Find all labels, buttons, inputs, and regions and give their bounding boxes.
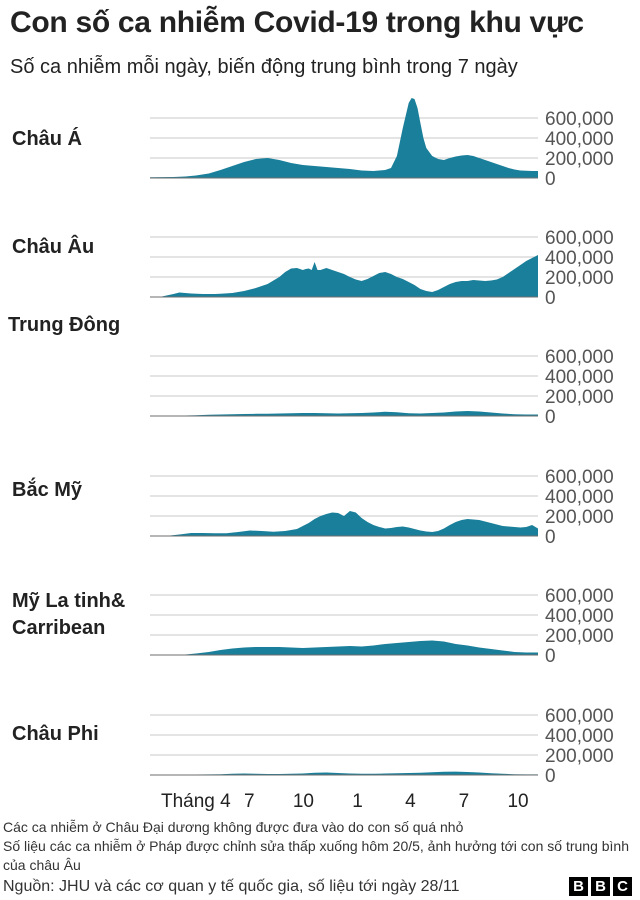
chart-subtitle: Số ca nhiễm mỗi ngày, biến động trung bì… (10, 56, 518, 78)
source-text: Nguồn: JHU và các cơ quan y tế quốc gia,… (3, 878, 460, 895)
y-tick-label: 0 (545, 169, 556, 190)
series-area (150, 511, 538, 536)
y-tick-label: 0 (545, 766, 556, 787)
x-tick-label: Tháng 4 (161, 791, 231, 812)
y-tick-label: 400,000 (545, 129, 614, 150)
y-tick-label: 200,000 (545, 507, 614, 528)
y-tick-label: 600,000 (545, 228, 614, 249)
y-tick-label: 400,000 (545, 606, 614, 627)
series-area (150, 771, 538, 775)
series-area (150, 255, 538, 297)
y-tick-label: 600,000 (545, 586, 614, 607)
x-tick-label: 1 (352, 791, 363, 812)
y-tick-label: 200,000 (545, 746, 614, 767)
y-tick-label: 400,000 (545, 248, 614, 269)
x-tick-label: 4 (405, 791, 416, 812)
y-tick-label: 0 (545, 407, 556, 428)
region-label: Châu Á (12, 127, 82, 150)
footnote-oceania: Các ca nhiễm ở Châu Đại dương không được… (3, 819, 464, 835)
bbc-logo-letter: B (569, 877, 588, 896)
y-tick-label: 200,000 (545, 268, 614, 289)
y-tick-label: 400,000 (545, 726, 614, 747)
series-area (150, 411, 538, 416)
region-label: Trung Đông (8, 314, 120, 336)
y-tick-label: 600,000 (545, 109, 614, 130)
series-area (150, 98, 538, 178)
bbc-logo: B B C (569, 877, 632, 896)
y-tick-label: 200,000 (545, 149, 614, 170)
region-label: Châu Phi (12, 723, 99, 745)
y-tick-label: 400,000 (545, 487, 614, 508)
x-tick-label: 10 (293, 791, 314, 812)
y-tick-label: 600,000 (545, 706, 614, 727)
region-label: Carribean (12, 617, 105, 639)
y-tick-label: 200,000 (545, 387, 614, 408)
region-label: Châu Âu (12, 234, 94, 258)
series-area (150, 640, 538, 655)
y-tick-label: 200,000 (545, 626, 614, 647)
y-tick-label: 400,000 (545, 367, 614, 388)
x-tick-label: 7 (459, 791, 470, 812)
y-tick-label: 0 (545, 527, 556, 548)
x-tick-label: 10 (507, 791, 528, 812)
bbc-logo-letter: C (613, 877, 632, 896)
chart-title: Con số ca nhiễm Covid-19 trong khu vực (10, 6, 584, 39)
bbc-logo-letter: B (591, 877, 610, 896)
region-label: Bắc Mỹ (12, 477, 83, 501)
y-tick-label: 0 (545, 288, 556, 309)
region-label: Mỹ La tinh& (12, 590, 125, 612)
y-tick-label: 600,000 (545, 467, 614, 488)
y-tick-label: 600,000 (545, 347, 614, 368)
y-tick-label: 0 (545, 646, 556, 667)
footnote-france: Số liệu các ca nhiễm ở Pháp được chỉnh s… (3, 838, 629, 873)
x-tick-label: 7 (244, 791, 255, 812)
